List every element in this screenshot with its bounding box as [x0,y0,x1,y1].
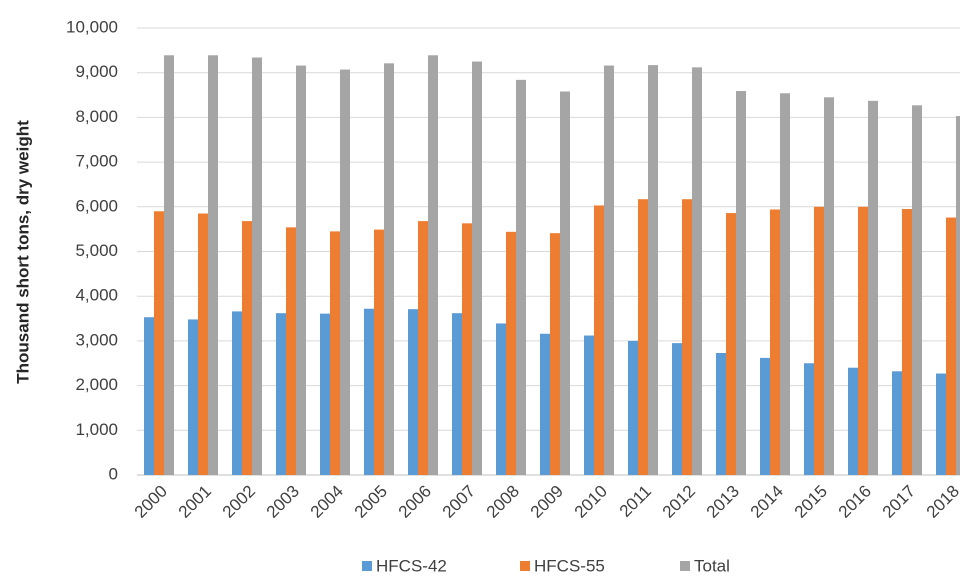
bar [428,55,438,475]
y-tick-label: 6,000 [75,196,118,215]
x-tick-label: 2013 [703,482,743,522]
bar [858,206,868,476]
bar [848,367,858,475]
bar [946,217,956,475]
y-tick-label: 2,000 [75,375,118,394]
bar [736,91,746,475]
bar [804,363,814,475]
bar [516,79,526,476]
y-tick-label: 1,000 [75,420,118,439]
x-tick-label: 2007 [439,482,479,522]
x-tick-label: 2004 [307,482,347,522]
x-tick-label: 2002 [219,482,259,522]
bar [648,65,658,475]
x-tick-label: 2009 [527,482,567,522]
bar [340,69,350,476]
bar [384,63,394,476]
bar [164,55,174,475]
bar [452,313,462,475]
legend-swatch [362,561,372,571]
bar [824,97,834,475]
y-tick-label: 9,000 [75,62,118,81]
bar [408,309,418,475]
x-tick-label: 2006 [395,482,435,522]
x-tick-label: 2003 [263,482,303,522]
y-axis-title: Thousand short tons, dry weight [13,120,32,384]
bar [638,199,648,476]
bar [604,65,614,475]
bar [154,211,164,475]
bar [144,317,154,475]
bar [716,352,726,475]
y-tick-label: 0 [109,464,118,483]
x-tick-label: 2005 [351,482,391,522]
bar [208,55,218,475]
bar [692,67,702,475]
x-tick-label: 2012 [659,482,699,522]
bar [276,313,286,475]
y-tick-label: 3,000 [75,330,118,349]
legend-label: HFCS-42 [376,556,447,575]
bar [682,199,692,476]
bar [330,231,340,475]
bar [956,116,960,476]
bar [584,335,594,475]
bar [814,206,824,476]
x-tick-label: 2011 [616,482,655,521]
bar [418,221,428,475]
bar [892,371,902,475]
legend-label: HFCS-55 [534,556,605,575]
bar [594,205,604,476]
y-tick-label: 4,000 [75,286,118,305]
x-tick-label: 2015 [791,482,831,522]
bar [252,57,262,475]
bar [232,311,242,475]
bar [560,91,570,475]
bar [188,319,198,475]
bar [672,343,682,475]
legend-swatch [520,561,530,571]
x-tick-label: 2016 [835,482,875,522]
bar [726,213,736,476]
y-tick-label: 10,000 [66,17,118,36]
y-tick-label: 8,000 [75,107,118,126]
bar [868,100,878,476]
x-tick-label: 2014 [747,482,787,522]
bar [780,93,790,476]
bar [770,209,780,475]
bar [462,223,472,475]
y-tick-label: 7,000 [75,152,118,171]
bar [296,65,306,475]
bar [242,221,252,475]
x-tick-label: 2001 [175,482,215,522]
legend-swatch [680,561,690,571]
x-tick-label: 2018 [923,482,960,522]
bar [198,213,208,475]
legend-label: Total [694,556,730,575]
x-tick-label: 2010 [571,482,611,522]
bar [902,209,912,475]
y-tick-label: 5,000 [75,241,118,260]
x-tick-label: 2000 [131,482,171,522]
bar [506,231,516,475]
bar [364,308,374,475]
bar [912,105,922,476]
bar [628,340,638,475]
x-tick-label: 2008 [483,482,523,522]
bar [550,233,560,475]
bar [374,229,384,475]
bar [540,333,550,475]
bar [472,61,482,476]
bar [496,323,506,475]
bar [936,373,946,475]
bar [760,357,770,475]
bar [286,227,296,475]
x-tick-label: 2017 [879,482,919,522]
bar [320,313,330,475]
